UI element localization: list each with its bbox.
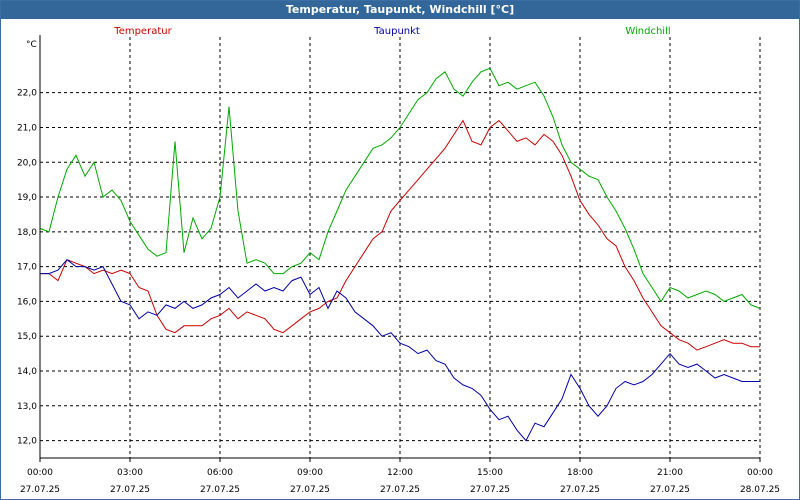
x-tick-time: 09:00 xyxy=(297,468,323,478)
x-tick-time: 00:00 xyxy=(27,468,53,478)
y-tick-label: 15,0 xyxy=(17,332,37,342)
x-tick-time: 06:00 xyxy=(207,468,233,478)
legend-windchill: Windchill xyxy=(625,26,670,37)
y-tick-label: 13,0 xyxy=(17,402,37,412)
y-tick-label: 17,0 xyxy=(17,263,37,273)
legend-taupunkt: Taupunkt xyxy=(373,26,420,37)
legend: Temperatur Taupunkt Windchill xyxy=(113,26,670,37)
x-tick-date: 27.07.25 xyxy=(470,485,510,495)
y-tick-label: 21,0 xyxy=(17,123,37,133)
x-tick-date: 27.07.25 xyxy=(650,485,690,495)
x-tick-date: 27.07.25 xyxy=(20,485,60,495)
x-tick-time: 18:00 xyxy=(567,468,593,478)
grid xyxy=(39,37,761,458)
y-tick-label: 16,0 xyxy=(17,297,37,307)
series-lines xyxy=(39,67,761,442)
x-tick-time: 00:00 xyxy=(747,468,773,478)
y-tick-label: 19,0 xyxy=(17,193,37,203)
legend-temperatur: Temperatur xyxy=(113,26,172,37)
x-tick-date: 27.07.25 xyxy=(560,485,600,495)
y-tick-label: 20,0 xyxy=(17,158,37,168)
x-tick-date: 28.07.25 xyxy=(740,485,780,495)
x-tick-time: 21:00 xyxy=(657,468,683,478)
axes xyxy=(39,35,761,462)
tick-labels: 12,0 13,0 14,0 15,0 16,0 17,0 18,0 19,0 20,0 21,0… xyxy=(17,89,780,495)
y-tick-label: 22,0 xyxy=(17,89,37,99)
y-tick-label: 12,0 xyxy=(17,437,37,447)
y-unit-label: °C xyxy=(26,40,37,50)
x-tick-time: 12:00 xyxy=(387,468,413,478)
x-tick-date: 27.07.25 xyxy=(380,485,420,495)
x-tick-date: 27.07.25 xyxy=(200,485,240,495)
x-tick-time: 03:00 xyxy=(117,468,143,478)
x-tick-time: 15:00 xyxy=(477,468,503,478)
y-tick-label: 18,0 xyxy=(17,228,37,238)
y-tick-label: 14,0 xyxy=(17,367,37,377)
series-line-temperatur xyxy=(40,119,760,351)
series-line-windchill xyxy=(39,67,761,309)
x-tick-date: 27.07.25 xyxy=(110,485,150,495)
x-tick-date: 27.07.25 xyxy=(290,485,330,495)
chart-title: Temperatur, Taupunkt, Windchill [°C] xyxy=(1,1,799,19)
series-line-taupunkt xyxy=(40,259,760,442)
